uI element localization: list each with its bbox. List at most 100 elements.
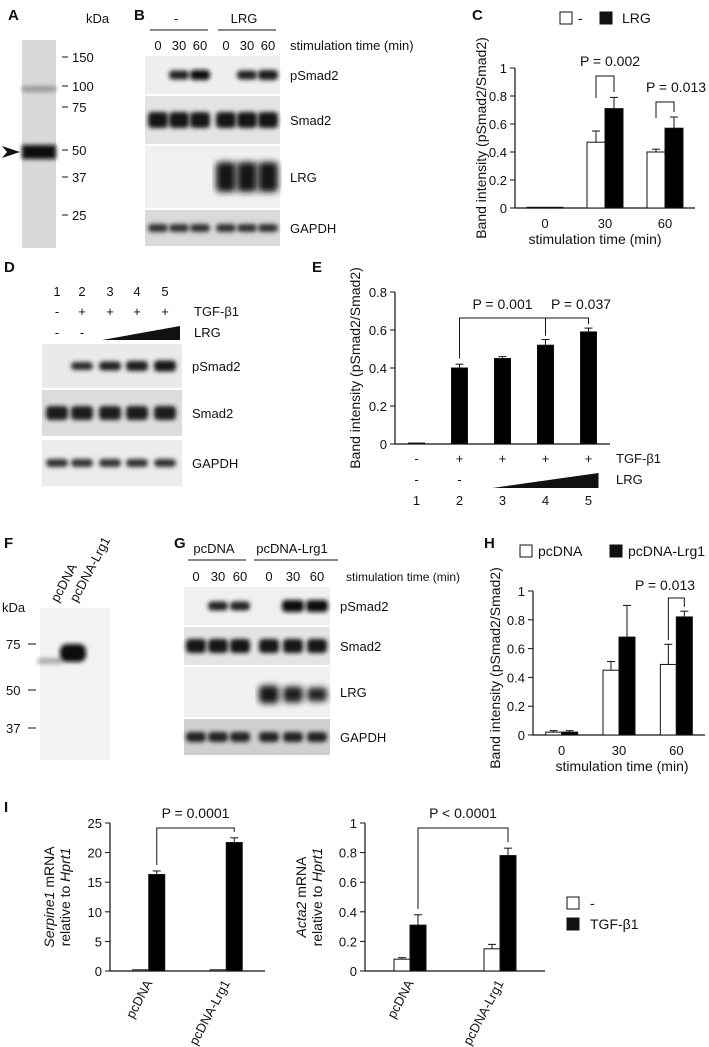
legend-swatch xyxy=(566,917,580,931)
blot-d: pSmad2 Smad2 GAPDH xyxy=(42,344,240,486)
bar xyxy=(225,842,243,972)
blot-band xyxy=(169,224,189,232)
panel-label-a: A xyxy=(8,7,19,24)
x-axis-label: stimulation time (min) xyxy=(528,231,661,247)
bar xyxy=(544,206,564,209)
y-tick-label: 0.8 xyxy=(369,285,387,300)
x-tick-label: 30 xyxy=(612,743,626,758)
y-tick-label: 15 xyxy=(88,875,102,890)
blot-band xyxy=(148,112,168,128)
y-tick-label: 0.8 xyxy=(339,846,357,861)
blot-band xyxy=(230,639,250,653)
y-tick-label: 0 xyxy=(380,437,387,452)
bar xyxy=(209,969,227,972)
blot-band xyxy=(46,459,68,467)
tgf-sign: + xyxy=(133,304,141,319)
bar xyxy=(409,924,427,972)
y-axis-ref-gene: Hprt1 xyxy=(57,848,73,882)
legend-swatch xyxy=(559,11,573,25)
lane-number: 4 xyxy=(542,493,549,508)
blot-row-label: Smad2 xyxy=(192,406,233,421)
blot-band xyxy=(126,459,148,467)
legend-label: TGF-β1 xyxy=(590,916,639,932)
tgf-sign: - xyxy=(414,451,418,466)
blot-band xyxy=(190,70,210,80)
bar xyxy=(618,636,636,736)
significance-bracket xyxy=(595,75,615,98)
p-value: P = 0.037 xyxy=(551,296,611,312)
blot-band xyxy=(258,70,278,80)
y-tick-label: 0.4 xyxy=(339,905,357,920)
chart-c: 0 0.2 0.4 0.6 0.8 1 0 30 60 Band intensity (pSmad… xyxy=(473,10,706,247)
lane-number: 2 xyxy=(78,284,85,299)
chart-h: 0 0.2 0.4 0.6 0.8 1 0 30 60 Band intensity (pSmad… xyxy=(487,543,705,774)
b-time-labels: 0 30 60 0 30 60 xyxy=(154,38,275,53)
marker-label: 75 xyxy=(6,637,20,652)
p-value: P = 0.013 xyxy=(646,79,706,95)
y-axis-label-2: relative to Hprt1 xyxy=(57,848,73,947)
panel-label-g: G xyxy=(174,535,186,552)
blot-band xyxy=(216,162,236,192)
marker-label: 75 xyxy=(72,100,86,115)
y-tick-label: 20 xyxy=(88,846,102,861)
blot-band xyxy=(307,639,327,653)
x-tick-label: pcDNA xyxy=(123,977,156,1021)
blot-band xyxy=(208,639,228,653)
blot-band xyxy=(208,601,228,611)
y-tick-label: 5 xyxy=(95,934,102,949)
x-axis-label: stimulation time (min) xyxy=(555,758,688,774)
blot-row-label: Smad2 xyxy=(290,113,331,128)
blot-band xyxy=(169,112,189,128)
legend-swatch xyxy=(609,544,623,558)
blot-band xyxy=(71,459,93,467)
blot-band xyxy=(154,406,176,420)
tgf-sign: + xyxy=(161,304,169,319)
time-label: 0 xyxy=(154,38,161,53)
bar xyxy=(586,141,606,209)
y-axis-unit: mRNA xyxy=(293,856,309,902)
blot-band xyxy=(237,162,257,192)
p-value: P = 0.002 xyxy=(580,53,640,69)
y-axis-gene: Acta2 xyxy=(293,901,309,938)
bar xyxy=(132,969,150,972)
chart-i-serpine1: 0 5 10 15 20 25 pcDNA pcDNA-Lrg1 Serpine1 mRNAre… xyxy=(41,805,265,1047)
lane-number: 3 xyxy=(499,493,506,508)
y-tick-label: 0.2 xyxy=(339,934,357,949)
blot-band xyxy=(283,732,303,742)
bar xyxy=(393,958,411,972)
blot-strip xyxy=(145,146,280,208)
bar xyxy=(580,331,597,445)
y-tick-label: 0 xyxy=(500,201,507,216)
y-tick-label: 0.4 xyxy=(369,361,387,376)
blot-strip xyxy=(145,56,280,94)
time-label: 30 xyxy=(286,569,300,584)
y-tick-label: 1 xyxy=(500,61,507,76)
d-lane-labels: 1 2 3 4 5 - + + + + - - xyxy=(53,284,168,340)
tgf-sign: - xyxy=(55,304,59,319)
y-axis-label: Band intensity (pSmad2/Smad2) xyxy=(347,267,363,469)
blot-band xyxy=(258,112,278,128)
blot-band xyxy=(237,224,257,232)
blot-band xyxy=(230,732,250,742)
lane-number: 1 xyxy=(53,284,60,299)
y-tick-label: 0.8 xyxy=(507,613,525,628)
significance-bracket xyxy=(545,317,589,325)
blot-row-label: LRG xyxy=(290,170,317,185)
bar xyxy=(494,358,511,445)
y-tick-label: 0 xyxy=(518,728,525,743)
legend-label: - xyxy=(578,10,583,26)
blot-band xyxy=(282,600,304,612)
blot-band xyxy=(169,70,189,80)
y-axis-label: Band intensity (pSmad2/Smad2) xyxy=(487,567,503,769)
kda-label-a: kDa xyxy=(86,11,110,26)
blot-strip xyxy=(184,667,330,717)
y-axis-relative: relative to xyxy=(57,882,73,947)
blot-band xyxy=(208,732,228,742)
time-label: 60 xyxy=(310,569,324,584)
y-tick-label: 0.2 xyxy=(507,699,525,714)
blot-band xyxy=(99,406,121,420)
bar xyxy=(561,731,579,736)
time-label: 60 xyxy=(193,38,207,53)
bar xyxy=(646,151,666,209)
